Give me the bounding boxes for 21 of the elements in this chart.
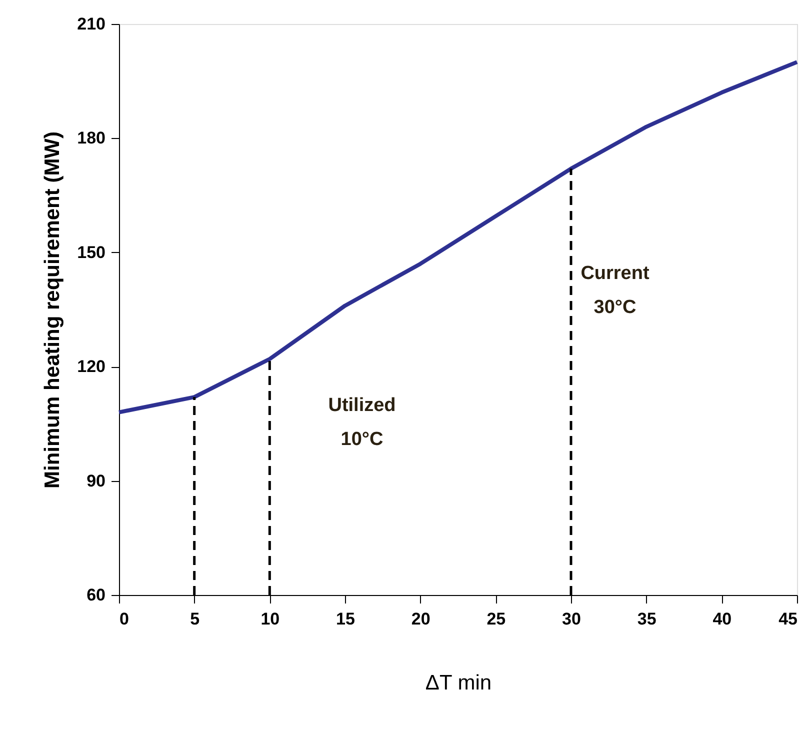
x-tick-label: 40 <box>712 610 732 628</box>
y-tick-label: 90 <box>86 471 106 490</box>
x-tick-label: 15 <box>336 610 355 628</box>
x-tick-label: 25 <box>486 610 506 628</box>
y-tick-label: 210 <box>77 14 106 34</box>
x-tick-label: 30 <box>562 610 581 628</box>
x-axis-title: ΔT min <box>425 672 492 694</box>
annotation: Utilized 10°C <box>328 395 396 450</box>
y-axis-title: Minimum heating requirement (MW) <box>41 132 64 488</box>
y-tick-label: 180 <box>77 128 106 148</box>
annotation: Current 30°C <box>580 263 650 318</box>
x-tick-label: 35 <box>637 610 656 628</box>
line-series <box>117 60 799 414</box>
x-tick-label: 45 <box>778 610 798 628</box>
x-tick-label: 10 <box>260 610 280 628</box>
x-tick-label: 0 <box>120 610 129 628</box>
x-tick-label: 5 <box>190 610 200 628</box>
y-tick-label: 60 <box>86 586 106 604</box>
y-tick-label: 120 <box>77 357 106 376</box>
y-tick-label: 150 <box>77 242 106 262</box>
x-tick-label: 20 <box>411 610 430 628</box>
